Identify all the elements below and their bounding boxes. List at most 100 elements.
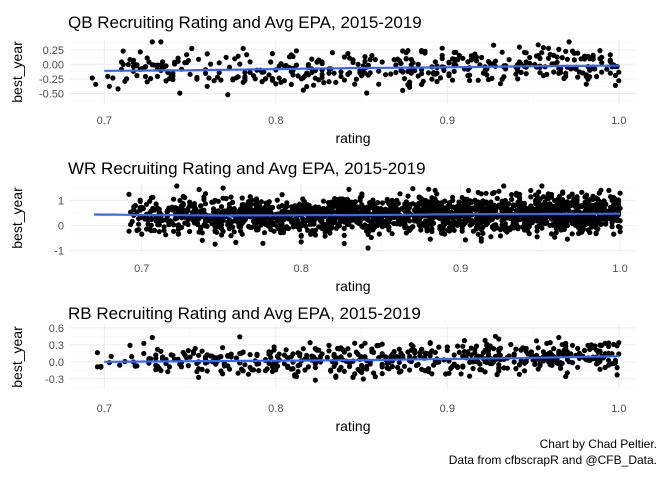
data-point xyxy=(218,368,224,374)
data-point xyxy=(393,62,399,68)
data-point xyxy=(304,70,310,76)
data-point xyxy=(175,55,181,61)
data-point xyxy=(422,350,428,356)
data-point xyxy=(561,226,567,232)
data-point xyxy=(424,199,430,205)
data-point xyxy=(540,349,547,355)
data-point xyxy=(451,219,457,225)
data-point xyxy=(359,191,365,197)
data-point xyxy=(341,225,347,231)
data-point xyxy=(528,187,534,194)
data-point xyxy=(418,224,424,230)
data-point xyxy=(388,353,394,360)
y-tick-label: 0.6 xyxy=(49,323,64,335)
data-point xyxy=(479,54,485,61)
data-point xyxy=(305,218,311,224)
data-point xyxy=(202,201,209,207)
data-point xyxy=(321,80,327,86)
data-point xyxy=(376,68,382,74)
data-point xyxy=(415,73,421,79)
data-point xyxy=(593,218,599,224)
data-point xyxy=(210,199,217,205)
data-point xyxy=(362,58,368,64)
data-point xyxy=(244,209,250,215)
data-point xyxy=(266,72,272,78)
data-point xyxy=(595,349,601,355)
data-point xyxy=(237,61,243,67)
data-point xyxy=(384,218,390,224)
data-point xyxy=(338,69,344,75)
data-point xyxy=(187,71,193,77)
data-point xyxy=(391,214,397,220)
data-point xyxy=(557,360,564,366)
data-point xyxy=(335,222,341,228)
data-point xyxy=(137,49,143,55)
data-point xyxy=(491,222,497,228)
data-point xyxy=(609,195,615,201)
data-point xyxy=(125,62,131,68)
data-point xyxy=(364,90,370,96)
data-point xyxy=(156,222,162,228)
data-point xyxy=(515,76,521,82)
data-point xyxy=(584,192,590,198)
data-point xyxy=(148,356,154,362)
data-point xyxy=(171,196,177,202)
caption-credit: Chart by Chad Peltier. xyxy=(540,437,657,451)
data-point xyxy=(237,350,243,356)
data-point xyxy=(288,81,294,87)
data-point xyxy=(561,222,567,228)
data-point xyxy=(212,227,218,234)
data-point xyxy=(256,361,262,367)
data-point xyxy=(607,52,613,58)
data-point xyxy=(617,205,623,211)
data-point xyxy=(422,50,428,56)
data-point xyxy=(408,70,414,76)
data-point xyxy=(286,54,293,60)
data-point xyxy=(534,234,540,240)
data-point xyxy=(523,59,529,65)
data-point xyxy=(544,219,550,225)
data-point xyxy=(353,349,359,355)
data-point xyxy=(245,371,251,377)
data-point xyxy=(185,208,191,214)
data-point xyxy=(208,61,214,67)
data-point xyxy=(268,59,274,65)
data-point xyxy=(545,196,551,202)
data-point xyxy=(388,71,394,77)
data-point xyxy=(542,199,548,205)
data-point xyxy=(341,368,347,374)
data-point xyxy=(575,345,581,352)
data-point xyxy=(441,67,447,73)
data-point xyxy=(417,350,423,356)
data-point xyxy=(517,217,523,223)
data-point xyxy=(108,353,114,359)
data-point xyxy=(126,191,132,197)
data-point xyxy=(564,56,571,62)
data-point xyxy=(137,197,143,203)
data-point xyxy=(295,218,301,224)
data-point xyxy=(120,48,126,54)
data-point xyxy=(196,56,202,62)
data-point xyxy=(473,58,480,64)
data-point xyxy=(494,195,500,201)
data-point xyxy=(120,61,126,67)
data-point xyxy=(148,76,154,82)
data-point xyxy=(416,216,422,222)
data-point xyxy=(459,195,465,201)
data-point xyxy=(461,338,468,344)
data-point xyxy=(449,56,456,62)
data-point xyxy=(482,369,488,375)
data-point xyxy=(594,73,600,80)
chart-title: QB Recruiting Rating and Avg EPA, 2015-2… xyxy=(68,13,422,32)
y-axis-label: best_year xyxy=(9,41,25,103)
data-point xyxy=(415,361,421,368)
data-point xyxy=(425,366,432,372)
data-point xyxy=(187,199,193,205)
data-point xyxy=(249,224,255,230)
data-point xyxy=(319,60,325,67)
data-point xyxy=(185,348,191,354)
data-point xyxy=(407,353,413,359)
data-point xyxy=(367,56,373,63)
data-point xyxy=(314,59,320,65)
